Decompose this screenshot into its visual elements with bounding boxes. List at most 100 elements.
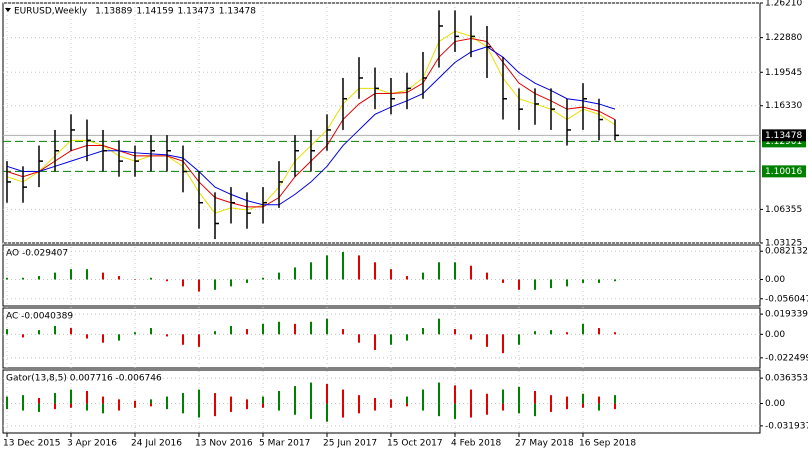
indicator-bar	[134, 403, 136, 408]
indicator-bar	[198, 403, 200, 418]
indicator-bar	[22, 277, 24, 280]
indicator-bar	[422, 389, 424, 404]
indicator-bar	[390, 269, 392, 280]
indicator-bar	[566, 396, 568, 404]
indicator-bar	[182, 403, 184, 414]
indicator-bar	[38, 403, 40, 412]
y-tick-label: 1.19545	[765, 68, 802, 78]
quote: 1.14159	[136, 7, 173, 17]
indicator-bar	[342, 403, 344, 418]
indicator-bar	[262, 396, 264, 404]
indicator-bar	[374, 334, 376, 350]
indicator-bar	[502, 279, 504, 283]
indicator-bar	[6, 403, 8, 410]
indicator-bar	[86, 403, 88, 411]
indicator-bar	[182, 334, 184, 345]
x-tick-label: 5 Mar 2017	[259, 439, 310, 449]
x-tick-label: 13 Nov 2016	[195, 439, 253, 449]
indicator-bar	[390, 403, 392, 408]
indicator-bar	[470, 334, 472, 340]
indicator-bar	[454, 403, 456, 419]
indicator-bar	[6, 329, 8, 335]
indicator-bar	[486, 403, 488, 415]
indicator-bar	[614, 279, 616, 282]
indicator-bar	[486, 272, 488, 280]
indicator-bar	[598, 403, 600, 411]
y-tick-label: 1.26210	[765, 0, 802, 9]
indicator-bar	[518, 334, 520, 345]
x-tick-label: 24 Jul 2016	[131, 439, 182, 449]
indicator-bar	[246, 403, 248, 410]
indicator-bar	[438, 318, 440, 335]
indicator-bar	[358, 255, 360, 280]
quote: 1.13473	[178, 7, 215, 17]
y-tick-label: 0.036353	[765, 374, 808, 384]
indicator-bar	[278, 272, 280, 280]
indicator-bar	[614, 332, 616, 335]
y-tick-label: -0.022499	[765, 353, 808, 363]
indicator-bar	[486, 393, 488, 404]
indicator-bar	[518, 279, 520, 290]
x-tick-label: 3 Apr 2016	[67, 439, 117, 449]
indicator-bar	[118, 334, 120, 341]
y-tick-label: 0.082132	[765, 247, 808, 257]
indicator-bar	[454, 262, 456, 280]
indicator-bar	[390, 334, 392, 345]
indicator-bar	[246, 279, 248, 283]
indicator-title: Gator(13,8,5) 0.007716 -0.006746	[6, 374, 162, 384]
indicator-bar	[326, 255, 328, 280]
indicator-bar	[246, 329, 248, 335]
indicator-bar	[550, 330, 552, 335]
indicator-bar	[438, 403, 440, 417]
indicator-bar	[198, 389, 200, 404]
indicator-bar	[102, 403, 104, 414]
indicator-bar	[454, 329, 456, 335]
indicator-bar	[518, 403, 520, 414]
y-tick-label: 0.00	[765, 330, 785, 340]
indicator-bar	[358, 403, 360, 414]
y-tick-label: 1.16330	[765, 101, 802, 111]
x-tick-label: 27 May 2018	[515, 439, 574, 449]
indicator-bar	[262, 403, 264, 408]
panel-frame	[2, 369, 761, 434]
indicator-bar	[230, 325, 232, 335]
indicator-bar	[54, 403, 56, 410]
indicator-bar	[422, 272, 424, 280]
indicator-bar	[150, 399, 152, 404]
indicator-bar	[422, 403, 424, 411]
indicator-bar	[438, 262, 440, 280]
indicator-bar	[406, 334, 408, 341]
indicator-bar	[22, 395, 24, 404]
indicator-bar	[502, 389, 504, 404]
indicator-bar	[582, 403, 584, 408]
indicator-bar	[166, 334, 168, 337]
indicator-bar	[614, 403, 616, 410]
indicator-bar	[310, 382, 312, 404]
indicator-bar	[118, 403, 120, 411]
indicator-bar	[150, 328, 152, 335]
indicator-bar	[294, 267, 296, 280]
indicator-bar	[38, 330, 40, 335]
indicator-bar	[214, 331, 216, 335]
indicator-bar	[6, 277, 8, 280]
indicator-bar	[278, 390, 280, 404]
indicator-bar	[502, 403, 504, 411]
indicator-bar	[582, 393, 584, 404]
indicator-bar	[310, 321, 312, 335]
indicator-bar	[22, 403, 24, 411]
panel-frame	[2, 2, 761, 244]
indicator-bar	[262, 277, 264, 280]
indicator-bar	[358, 334, 360, 343]
x-tick-label: 16 Sep 2018	[579, 439, 636, 449]
indicator-bar	[230, 279, 232, 287]
indicator-bar	[566, 332, 568, 335]
indicator-bar	[166, 396, 168, 404]
indicator-bar	[566, 403, 568, 410]
indicator-bar	[518, 386, 520, 404]
indicator-bar	[582, 279, 584, 283]
indicator-bar	[70, 269, 72, 280]
indicator-bar	[182, 393, 184, 404]
